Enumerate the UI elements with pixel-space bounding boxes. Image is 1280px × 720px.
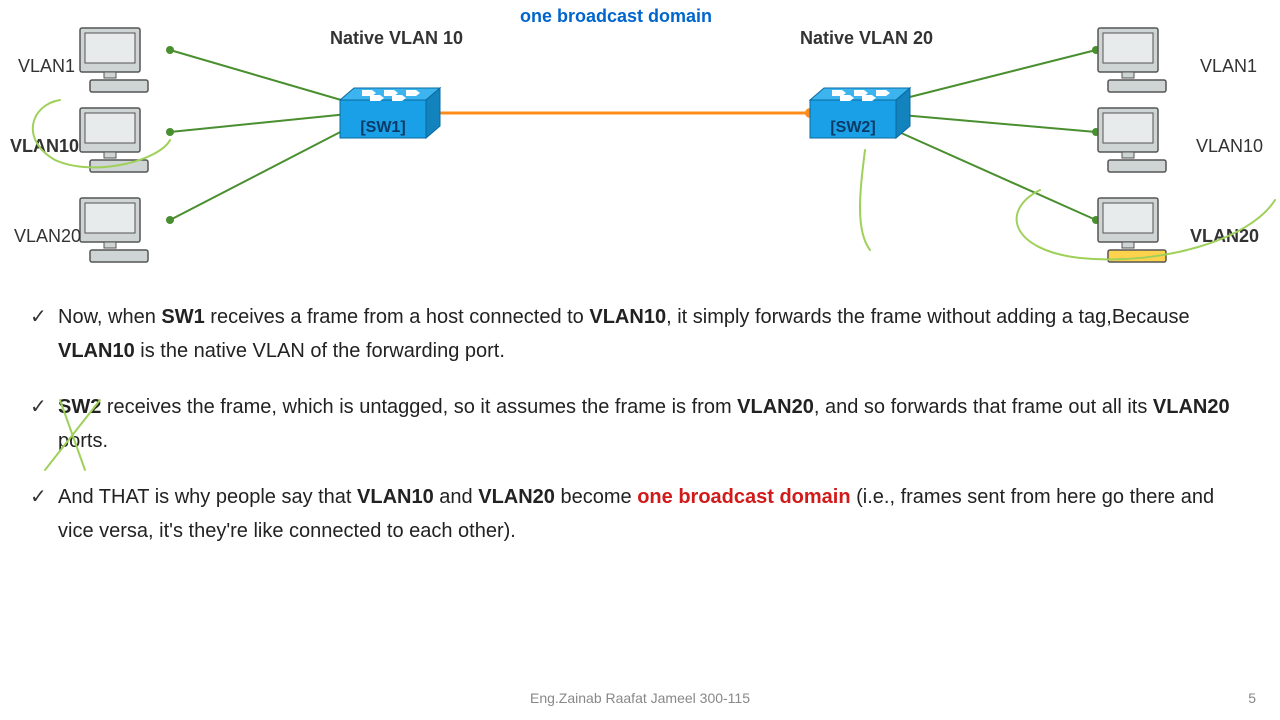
native-vlan-label: Native VLAN 10 (330, 28, 463, 49)
bullet-2: SW2 receives the frame, which is untagge… (30, 390, 1250, 458)
vlan-label: VLAN20 (14, 226, 81, 247)
footer-page: 5 (1248, 690, 1256, 706)
svg-text:[SW1]: [SW1] (360, 119, 405, 136)
vlan-label: VLAN1 (18, 56, 75, 77)
vlan-label: VLAN10 (10, 136, 79, 157)
native-vlan-label: Native VLAN 20 (800, 28, 933, 49)
bullet-1: Now, when SW1 receives a frame from a ho… (30, 300, 1250, 368)
vlan-label: VLAN1 (1200, 56, 1257, 77)
bullet-list: Now, when SW1 receives a frame from a ho… (30, 300, 1250, 570)
footer-author: Eng.Zainab Raafat Jameel 300-115 (0, 690, 1280, 706)
vlan-label: VLAN10 (1196, 136, 1263, 157)
network-diagram: [SW1] [SW2] (0, 0, 1280, 300)
slide-title: one broadcast domain (520, 6, 712, 27)
svg-text:[SW2]: [SW2] (830, 119, 875, 136)
bullet-3: And THAT is why people say that VLAN10 a… (30, 480, 1250, 548)
slide: { "title": {"text":"one broadcast domain… (0, 0, 1280, 720)
vlan-label: VLAN20 (1190, 226, 1259, 247)
